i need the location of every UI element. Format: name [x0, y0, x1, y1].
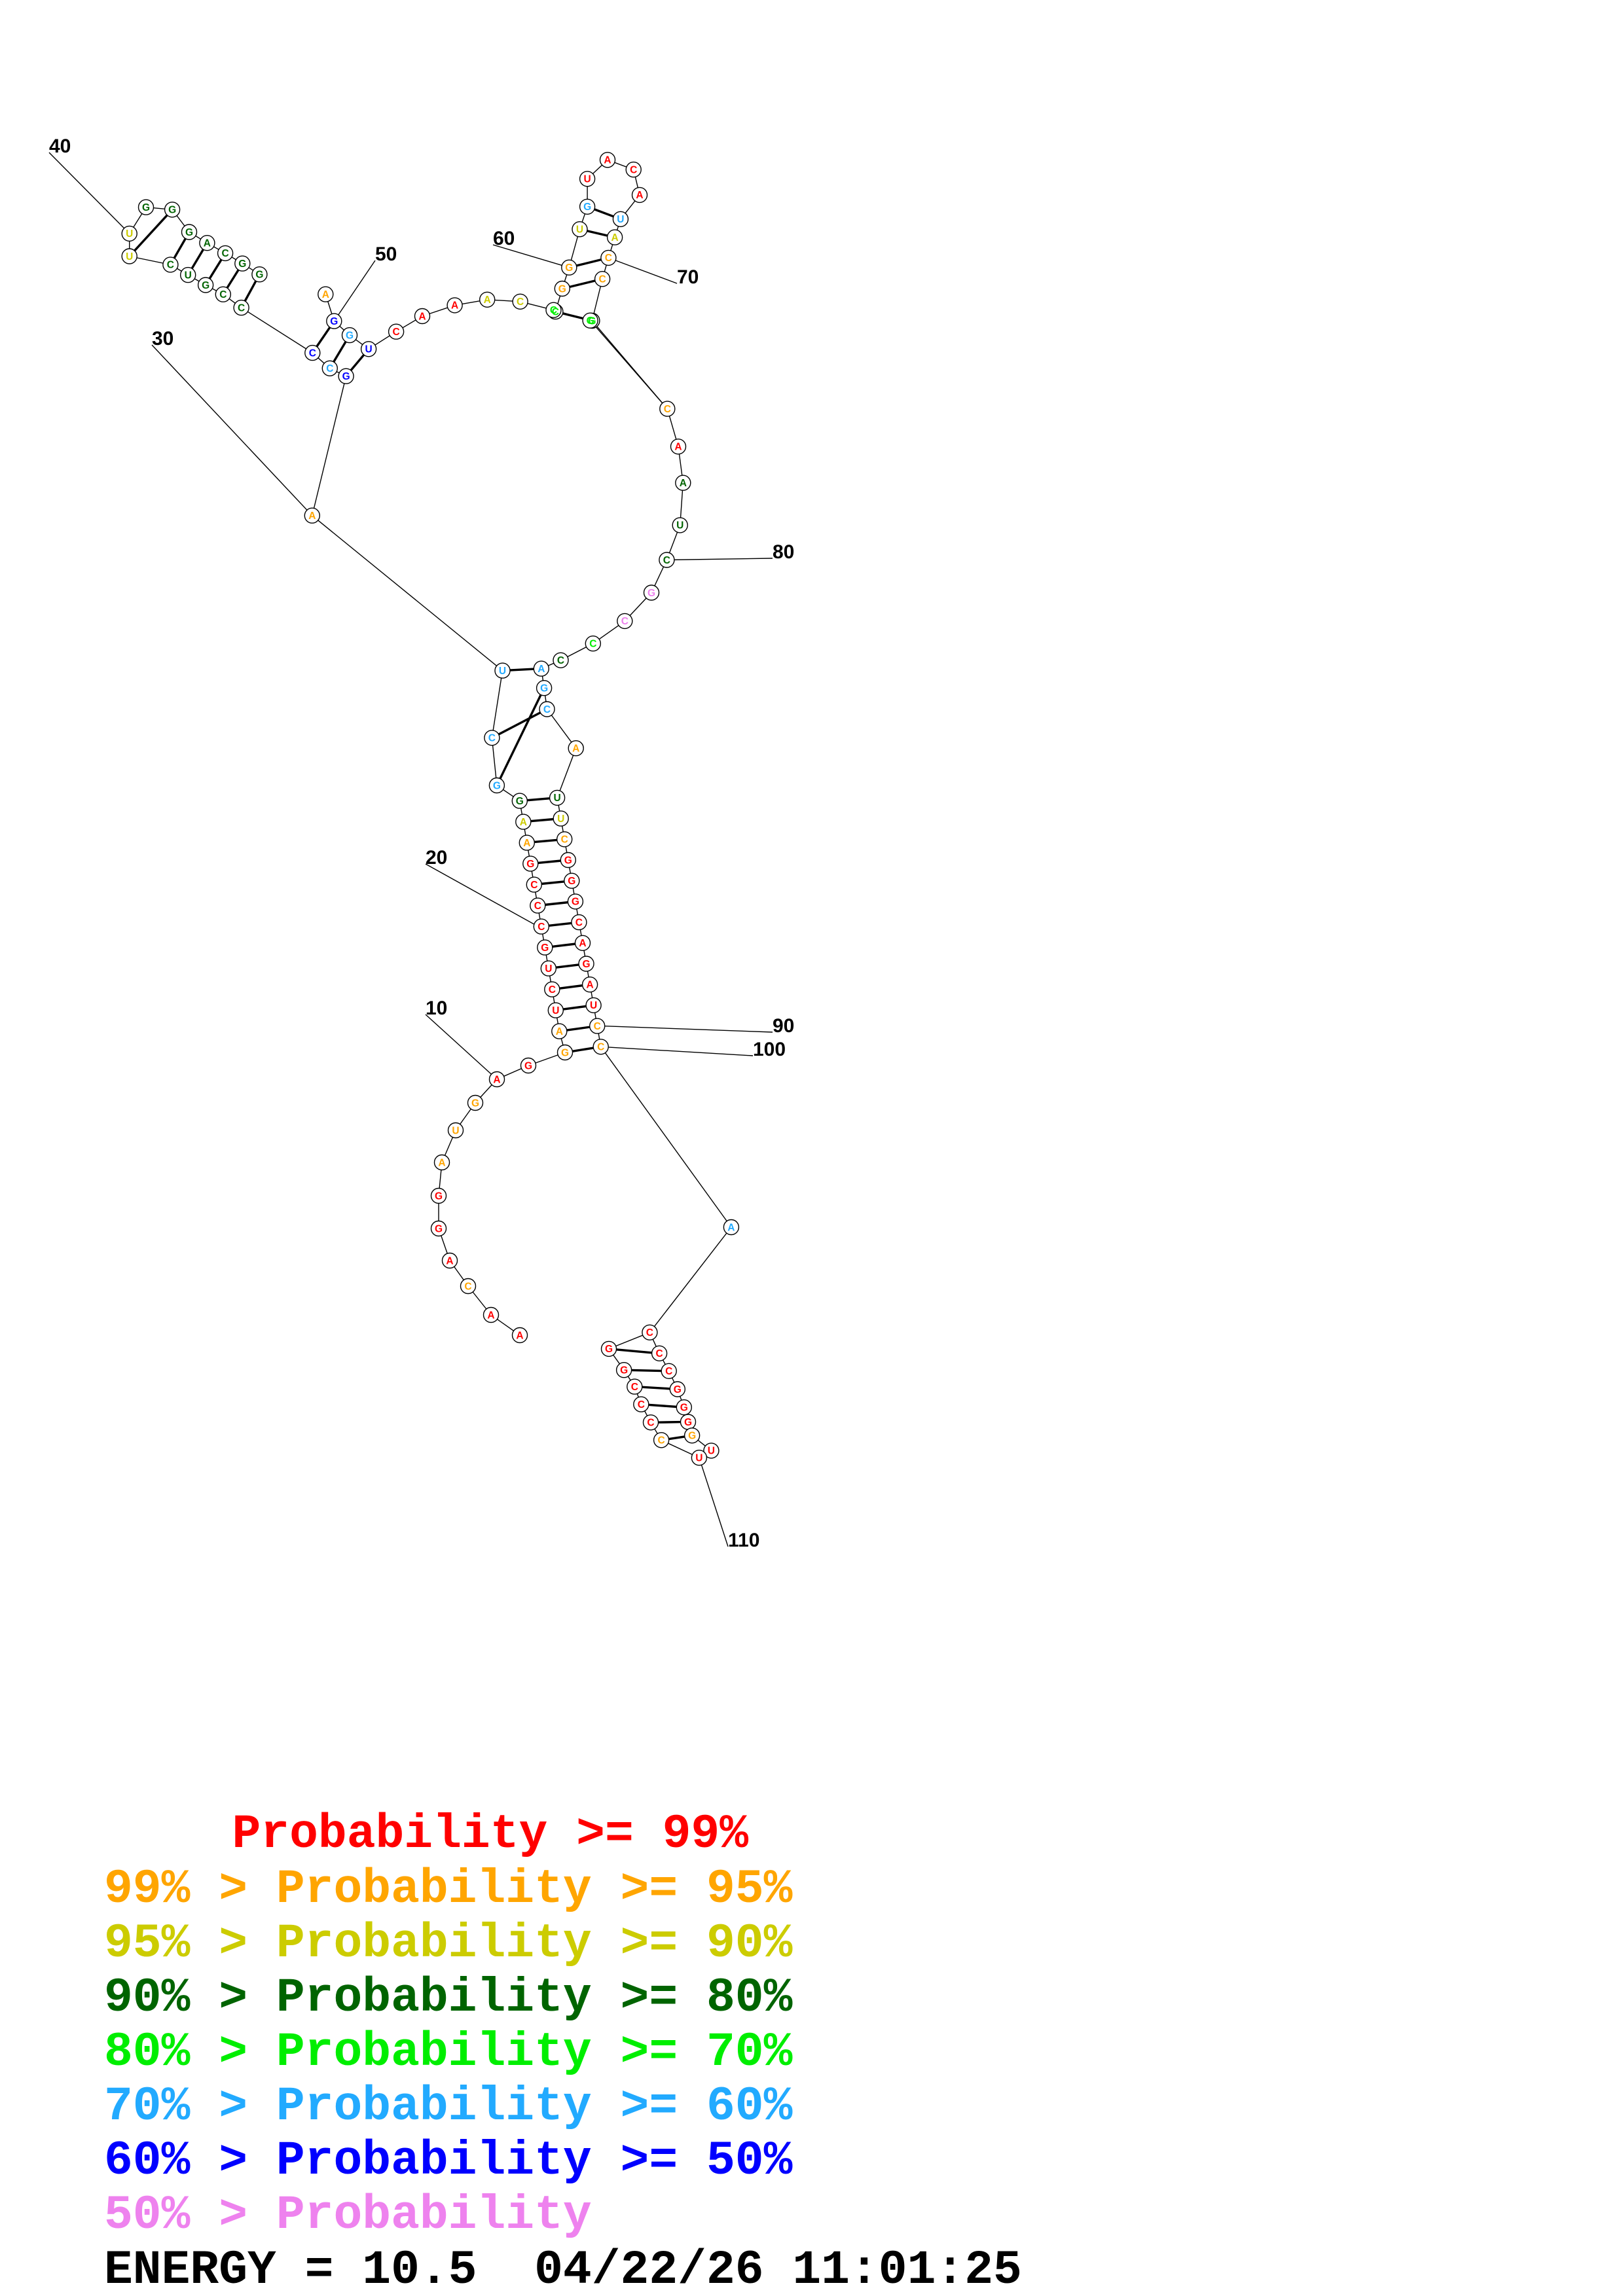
svg-text:U: U — [553, 793, 560, 804]
svg-text:C: C — [638, 1399, 645, 1410]
svg-text:C: C — [543, 704, 551, 715]
svg-text:A: A — [572, 744, 579, 755]
svg-text:G: G — [471, 1098, 479, 1109]
svg-text:A: A — [487, 1310, 494, 1321]
svg-text:C: C — [575, 917, 583, 928]
svg-text:G: G — [582, 959, 590, 970]
svg-text:A: A — [727, 1222, 735, 1233]
svg-text:G: G — [605, 1344, 613, 1355]
svg-text:A: A — [523, 838, 530, 849]
svg-text:90: 90 — [773, 1015, 794, 1037]
svg-text:U: U — [708, 1446, 715, 1457]
svg-text:20: 20 — [426, 847, 447, 869]
svg-text:G: G — [674, 1384, 682, 1395]
svg-text:A: A — [556, 1026, 563, 1037]
svg-text:A: A — [516, 1330, 523, 1341]
svg-text:G: G — [564, 855, 572, 866]
svg-text:G: G — [541, 942, 549, 954]
svg-text:C: C — [488, 733, 496, 744]
svg-text:A: A — [579, 938, 586, 949]
svg-text:C: C — [597, 1042, 604, 1053]
svg-text:G: G — [684, 1417, 692, 1428]
svg-text:U: U — [452, 1125, 459, 1136]
svg-text:G: G — [688, 1431, 696, 1442]
svg-text:C: C — [549, 984, 556, 996]
svg-text:C: C — [534, 901, 541, 912]
svg-text:A: A — [538, 664, 545, 675]
svg-text:G: G — [435, 1191, 443, 1202]
svg-text:100: 100 — [753, 1039, 786, 1060]
svg-text:C: C — [557, 655, 564, 666]
svg-text:U: U — [552, 1005, 559, 1016]
svg-text:U: U — [545, 963, 552, 975]
svg-text:U: U — [590, 1000, 597, 1011]
svg-text:G: G — [524, 1060, 532, 1071]
svg-text:A: A — [520, 817, 527, 828]
svg-text:C: C — [464, 1281, 471, 1292]
svg-text:C: C — [621, 616, 629, 627]
svg-text:C: C — [646, 1327, 653, 1338]
svg-text:G: G — [568, 876, 575, 887]
svg-text:A: A — [493, 1074, 500, 1085]
svg-text:G: G — [493, 780, 501, 791]
svg-text:A: A — [446, 1255, 453, 1266]
svg-text:C: C — [647, 1418, 654, 1429]
svg-text:A: A — [586, 980, 593, 991]
svg-text:U: U — [499, 666, 506, 677]
svg-text:C: C — [561, 834, 568, 846]
svg-text:G: G — [680, 1403, 688, 1414]
svg-text:C: C — [631, 1382, 638, 1393]
svg-text:U: U — [557, 814, 564, 825]
svg-text:G: G — [540, 683, 548, 694]
svg-text:U: U — [695, 1453, 702, 1464]
svg-text:G: G — [526, 859, 534, 870]
svg-text:C: C — [538, 922, 545, 933]
svg-text:C: C — [657, 1435, 665, 1446]
svg-text:C: C — [655, 1348, 663, 1359]
svg-text:G: G — [561, 1047, 569, 1058]
svg-text:C: C — [530, 880, 538, 891]
svg-text:G: G — [435, 1223, 443, 1234]
svg-text:10: 10 — [426, 997, 447, 1019]
svg-text:110: 110 — [728, 1530, 759, 1551]
svg-text:G: G — [516, 796, 524, 807]
svg-text:C: C — [665, 1366, 672, 1377]
svg-text:A: A — [438, 1157, 445, 1168]
svg-text:G: G — [572, 897, 579, 908]
svg-text:G: G — [620, 1365, 628, 1376]
svg-text:C: C — [594, 1021, 601, 1032]
svg-text:C: C — [589, 639, 596, 650]
